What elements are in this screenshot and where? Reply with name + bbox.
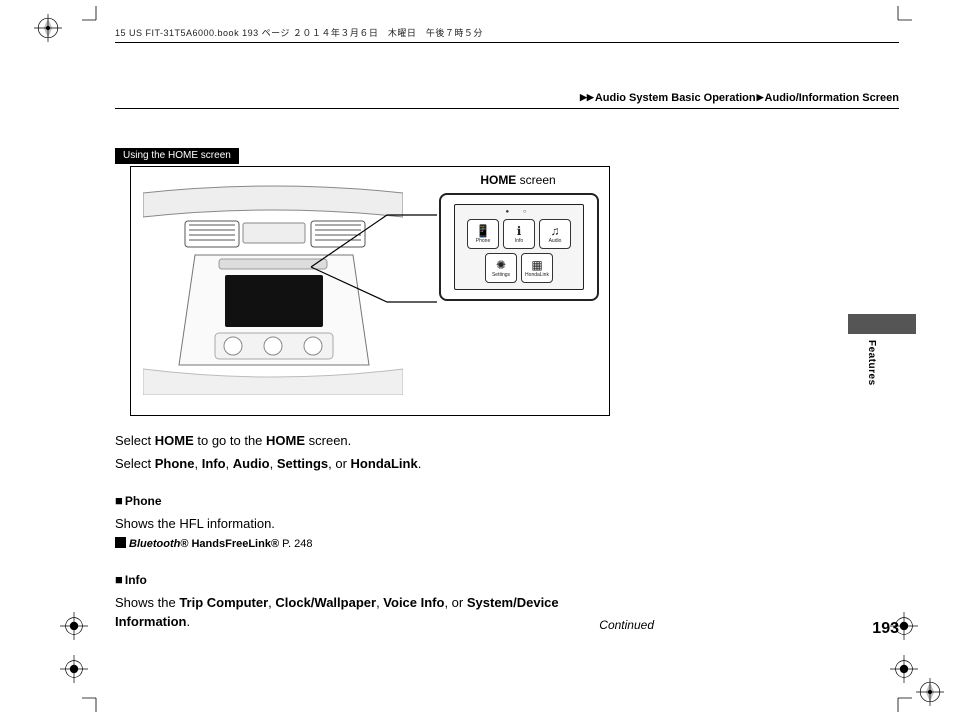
side-tab-label: Features [866, 340, 877, 386]
section-info-heading: ■Info [115, 571, 625, 590]
section-phone-xref: Bluetooth® HandsFreeLink® P. 248 [115, 537, 625, 553]
registration-mark-r2 [890, 655, 918, 683]
breadcrumb-l1: Audio System Basic Operation [595, 92, 756, 104]
registration-mark-l1 [60, 612, 88, 640]
section-tag: Using the HOME screen [115, 148, 239, 164]
figure-box: HOME screen ● ○ 📱Phone ℹInfo ♫Audio ✺Set… [130, 166, 610, 416]
registration-mark-tl [34, 14, 62, 42]
registration-mark-l2 [60, 655, 88, 683]
callout-line [131, 167, 610, 416]
filename-timestamp: 15 US FIT-31T5A6000.book 193 ページ ２０１４年３月… [115, 26, 483, 39]
breadcrumb-rule [115, 108, 899, 109]
section-phone-heading: ■Phone [115, 492, 625, 511]
continued-label: Continued [599, 618, 654, 632]
breadcrumb: ▶▶Audio System Basic Operation▶Audio/Inf… [579, 92, 899, 104]
side-tab [848, 314, 916, 334]
link-icon [115, 537, 126, 548]
breadcrumb-l2: Audio/Information Screen [765, 92, 899, 104]
section-info-body: Shows the Trip Computer, Clock/Wallpaper… [115, 594, 625, 632]
registration-mark-br [916, 678, 944, 706]
page-number: 193 [872, 620, 899, 638]
body-line-2: Select Phone, Info, Audio, Settings, or … [115, 455, 625, 474]
section-phone-body: Shows the HFL information. [115, 515, 625, 534]
body-copy: Select HOME to go to the HOME screen. Se… [115, 432, 625, 636]
header-rule [115, 42, 899, 43]
body-line-1: Select HOME to go to the HOME screen. [115, 432, 625, 451]
